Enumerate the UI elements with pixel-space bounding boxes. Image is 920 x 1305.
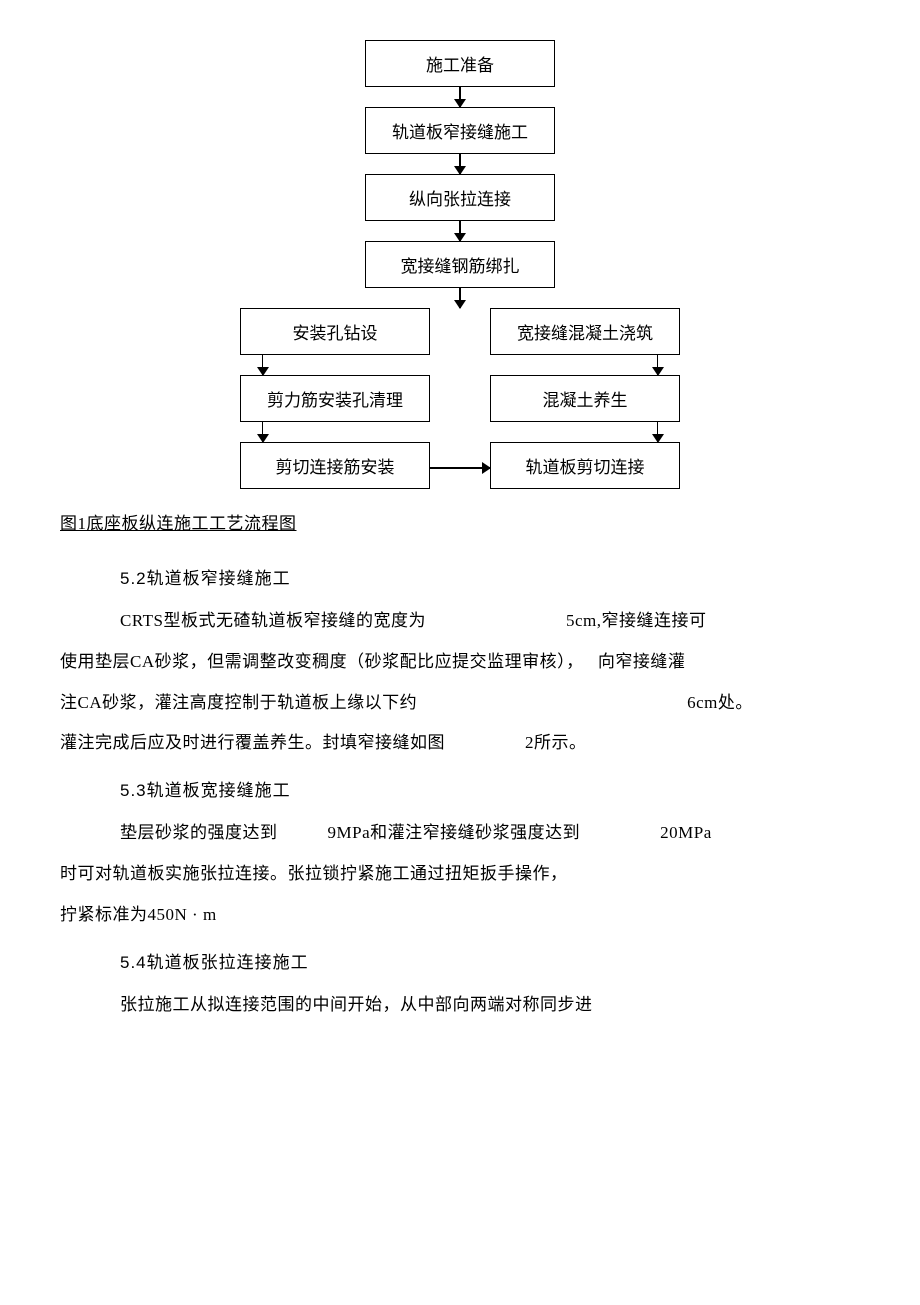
arrow-icon — [459, 288, 460, 308]
flowchart-container: 施工准备 轨道板窄接缝施工 纵向张拉连接 宽接缝钢筋绑扎 安装孔钻设 宽接缝混凝… — [180, 40, 740, 489]
flow-row-5: 安装孔钻设 宽接缝混凝土浇筑 — [180, 308, 740, 355]
arrow-row — [180, 355, 740, 375]
section-heading-53: 5.3轨道板宽接缝施工 — [120, 776, 860, 801]
text: 向窄接缝灌 — [598, 652, 686, 671]
text: 拧紧标准为450N · m — [60, 905, 217, 924]
arrow-icon — [657, 355, 658, 375]
arrow-icon — [459, 87, 460, 107]
arrow-icon — [657, 422, 658, 442]
arrow-icon — [459, 154, 460, 174]
section-heading-52: 5.2轨道板窄接缝施工 — [120, 564, 860, 589]
arrow-icon — [262, 422, 263, 442]
flow-node-tension: 纵向张拉连接 — [365, 174, 555, 221]
text: 时可对轨道板实施张拉连接。张拉锁拧紧施工通过扭矩扳手操作， — [60, 864, 568, 883]
flow-node-rebar: 宽接缝钢筋绑扎 — [365, 241, 555, 288]
flow-node-drill: 安装孔钻设 — [240, 308, 430, 355]
text: 垫层砂浆的强度达到 — [120, 823, 278, 842]
arrow-row — [180, 288, 740, 308]
arrow-right-icon — [430, 467, 490, 468]
text: 灌注完成后应及时进行覆盖养生。封填窄接缝如图 — [60, 733, 445, 752]
arrow-icon — [262, 355, 263, 375]
text: 6cm处。 — [687, 693, 753, 712]
figure-caption: 图1底座板纵连施工工艺流程图 — [60, 509, 860, 534]
flow-node-cure: 混凝土养生 — [490, 375, 680, 422]
paragraph-54: 张拉施工从拟连接范围的中间开始，从中部向两端对称同步进 — [60, 985, 860, 1026]
flow-node-concrete-pour: 宽接缝混凝土浇筑 — [490, 308, 680, 355]
text: 使用垫层CA砂浆，但需调整改变稠度（砂浆配比应提交监理审核）， — [60, 652, 584, 671]
text: 5cm,窄接缝连接可 — [566, 611, 707, 630]
flow-node-clean: 剪力筋安装孔清理 — [240, 375, 430, 422]
flow-row-6: 剪力筋安装孔清理 混凝土养生 — [180, 375, 740, 422]
arrow-icon — [459, 221, 460, 241]
paragraph-52: CRTS型板式无碴轨道板窄接缝的宽度为 5cm,窄接缝连接可 使用垫层CA砂浆，但… — [60, 601, 860, 764]
flow-node-narrow-joint: 轨道板窄接缝施工 — [365, 107, 555, 154]
text: 注CA砂浆，灌注高度控制于轨道板上缘以下约 — [60, 693, 417, 712]
text: CRTS型板式无碴轨道板窄接缝的宽度为 — [120, 611, 426, 630]
horizontal-arrow — [180, 447, 740, 489]
text: 9MPa和灌注窄接缝砂浆强度达到 — [328, 823, 581, 842]
paragraph-53: 垫层砂浆的强度达到 9MPa和灌注窄接缝砂浆强度达到 20MPa 时可对轨道板实施张… — [60, 813, 860, 935]
text: 张拉施工从拟连接范围的中间开始，从中部向两端对称同步进 — [120, 995, 593, 1014]
text: 2所示。 — [525, 733, 587, 752]
flow-node-prep: 施工准备 — [365, 40, 555, 87]
arrow-row — [180, 422, 740, 442]
section-heading-54: 5.4轨道板张拉连接施工 — [120, 948, 860, 973]
text: 20MPa — [660, 823, 712, 842]
